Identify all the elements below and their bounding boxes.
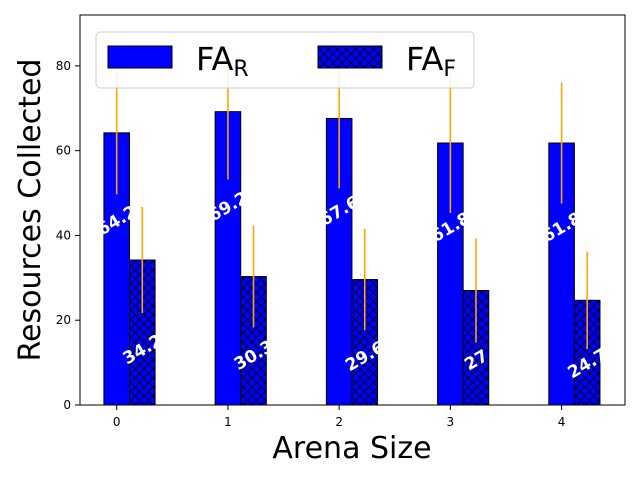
bar-fa-f-1 bbox=[240, 276, 267, 406]
legend-swatch-fa-r bbox=[107, 45, 173, 69]
y-ticks: 0 20 40 60 80 bbox=[56, 59, 80, 412]
legend: FAR FAF bbox=[95, 31, 475, 89]
legend-label-fa-r: FAR bbox=[196, 40, 249, 82]
y-axis-label: Resources Collected bbox=[13, 59, 48, 362]
x-tick-label-4: 4 bbox=[558, 415, 566, 429]
y-tick-label-20: 20 bbox=[56, 313, 71, 327]
legend-swatch-fa-f bbox=[317, 45, 383, 69]
x-tick-label-1: 1 bbox=[224, 415, 232, 429]
y-tick-label-40: 40 bbox=[56, 228, 71, 242]
x-tick-label-3: 3 bbox=[447, 415, 455, 429]
y-tick-label-60: 60 bbox=[56, 144, 71, 158]
x-ticks: 0 1 2 3 4 bbox=[113, 405, 566, 429]
x-tick-label-2: 2 bbox=[335, 415, 343, 429]
plot-frame bbox=[79, 14, 626, 406]
legend-label-fa-f: FAF bbox=[406, 40, 456, 82]
x-axis-label: Arena Size bbox=[272, 431, 431, 466]
x-tick-label-0: 0 bbox=[113, 415, 121, 429]
y-tick-label-80: 80 bbox=[56, 59, 71, 73]
y-tick-label-0: 0 bbox=[63, 398, 71, 412]
